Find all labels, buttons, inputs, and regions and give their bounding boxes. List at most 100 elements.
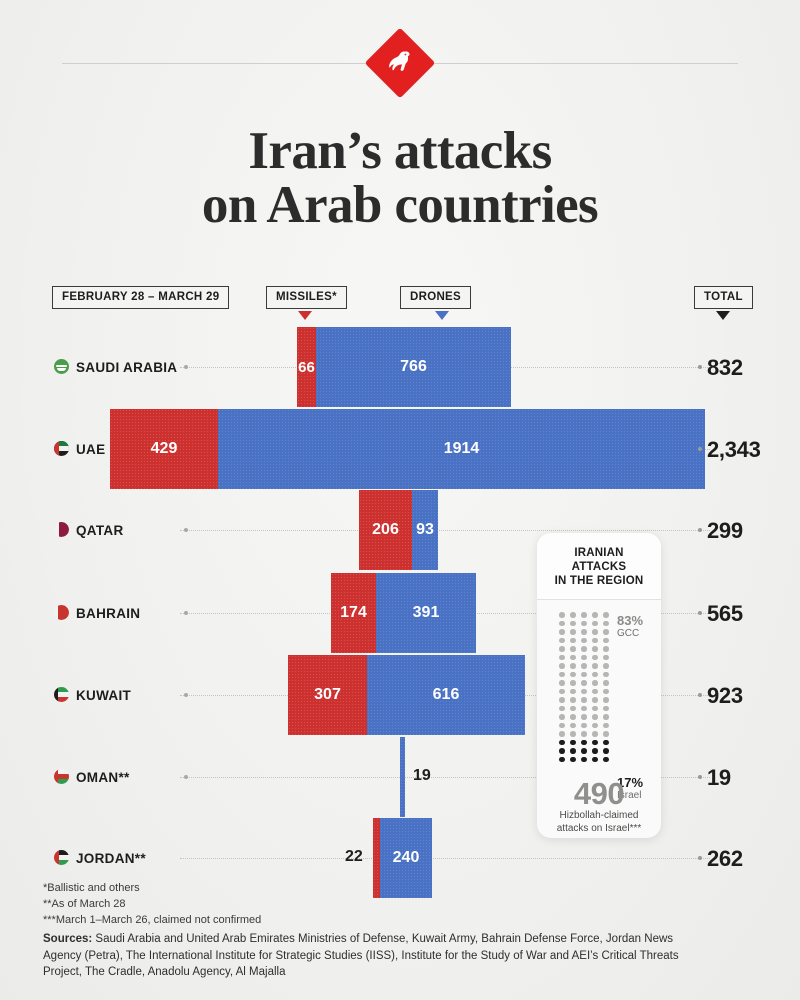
israel-stat: 17% Israel <box>617 775 643 802</box>
jordan-flag-icon <box>54 850 69 865</box>
matrix-dot <box>581 697 587 703</box>
matrix-dot <box>581 731 587 737</box>
missiles-bar: 174 <box>331 573 376 653</box>
matrix-dot <box>581 612 587 618</box>
country-label: KUWAIT <box>76 688 132 703</box>
matrix-dot <box>570 680 576 686</box>
sources-text: Saudi Arabia and United Arab Emirates Mi… <box>43 933 679 979</box>
matrix-dot <box>570 646 576 652</box>
matrix-dot <box>559 671 565 678</box>
missiles-value: 174 <box>340 604 367 621</box>
side-card-heading-line-1: IRANIAN <box>574 547 624 559</box>
matrix-dot <box>570 688 576 695</box>
country-label: SAUDI ARABIA <box>76 360 178 375</box>
date-range-pill: FEBRUARY 28 – MARCH 29 <box>52 286 230 309</box>
matrix-dot <box>592 654 598 661</box>
matrix-dot <box>603 629 609 635</box>
matrix-dot <box>559 722 565 729</box>
side-card-heading: IRANIAN ATTACKS IN THE REGION <box>537 533 661 601</box>
dot-matrix-chart: 83% GCC 17% Israel <box>537 600 661 801</box>
matrix-dot <box>603 697 609 703</box>
matrix-dot <box>592 748 598 754</box>
matrix-dot <box>592 620 598 627</box>
matrix-dot <box>603 671 609 678</box>
footnotes: *Ballistic and others **As of March 28 *… <box>43 881 261 929</box>
matrix-dot <box>592 722 598 729</box>
total-value: 19 <box>707 765 731 790</box>
matrix-dot <box>559 637 565 644</box>
matrix-dot <box>592 612 598 618</box>
drones-bar: 240 <box>380 818 432 898</box>
qatar-flag-icon <box>54 522 69 537</box>
matrix-dot <box>581 756 587 763</box>
gcc-label: GCC <box>617 628 640 640</box>
matrix-dot <box>603 722 609 729</box>
missiles-value: 307 <box>314 686 341 703</box>
side-card-heading-line-3: IN THE REGION <box>554 575 644 588</box>
matrix-dot <box>570 705 576 712</box>
matrix-dot <box>581 671 587 678</box>
total-value: 2,343 <box>707 437 761 462</box>
footnote-1: *Ballistic and others <box>43 882 140 894</box>
matrix-dot <box>592 637 598 644</box>
matrix-dot <box>559 654 565 661</box>
matrix-dot <box>581 646 587 652</box>
drones-value: 93 <box>416 521 434 538</box>
matrix-dot <box>592 671 598 678</box>
gcc-stat: 83% GCC <box>617 613 643 640</box>
country-label: OMAN** <box>76 770 130 785</box>
matrix-dot <box>581 637 587 644</box>
total-value: 565 <box>707 601 743 626</box>
matrix-dot <box>570 714 576 720</box>
matrix-dot <box>559 731 565 737</box>
missiles-bar: 429 <box>110 409 218 489</box>
drones-arrow-icon <box>435 311 449 320</box>
total-value: 262 <box>707 846 743 871</box>
matrix-dot <box>559 612 565 618</box>
missiles-value: 429 <box>150 440 178 457</box>
matrix-dot <box>592 688 598 695</box>
hizbollah-caption-line-2: attacks on Israel*** <box>556 822 642 834</box>
country-label: UAE <box>76 442 106 457</box>
matrix-dot <box>603 748 609 754</box>
country-label: JORDAN** <box>76 851 146 866</box>
matrix-dot <box>581 688 587 695</box>
country-label: BAHRAIN <box>76 606 141 621</box>
matrix-dot <box>559 688 565 695</box>
matrix-dot <box>581 714 587 720</box>
footnote-2: **As of March 28 <box>43 897 126 910</box>
matrix-dot <box>570 671 576 678</box>
drones-bar: 391 <box>376 573 476 653</box>
sources-label: Sources: <box>43 933 93 945</box>
matrix-dot <box>581 654 587 661</box>
side-card-heading-line-2: ATTACKS <box>571 561 627 574</box>
matrix-dot <box>581 680 587 686</box>
oman-flag-icon <box>54 769 69 784</box>
matrix-dot <box>559 646 565 652</box>
matrix-dot <box>559 680 565 686</box>
matrix-dot <box>570 722 576 729</box>
matrix-dot <box>570 697 576 703</box>
matrix-dot <box>559 629 565 635</box>
matrix-dot <box>570 739 576 746</box>
matrix-dot <box>592 705 598 712</box>
matrix-dot <box>603 620 609 627</box>
total-arrow-icon <box>716 311 730 320</box>
matrix-dot <box>592 739 598 746</box>
matrix-dot <box>592 731 598 737</box>
matrix-dot <box>603 637 609 644</box>
matrix-dot <box>603 680 609 686</box>
footnote-3: ***March 1–March 26, claimed not confirm… <box>43 913 262 926</box>
total-value: 923 <box>707 683 743 708</box>
title-line-1: Iran’s attacks <box>248 122 552 180</box>
matrix-dot <box>592 680 598 686</box>
matrix-dot <box>570 637 576 644</box>
total-value: 299 <box>707 518 743 543</box>
horse-icon <box>389 51 410 71</box>
missiles-bar: 206 <box>359 490 412 570</box>
drones-value: 616 <box>432 686 460 703</box>
matrix-dot <box>559 697 565 703</box>
drones-value-external: 19 <box>413 767 431 784</box>
